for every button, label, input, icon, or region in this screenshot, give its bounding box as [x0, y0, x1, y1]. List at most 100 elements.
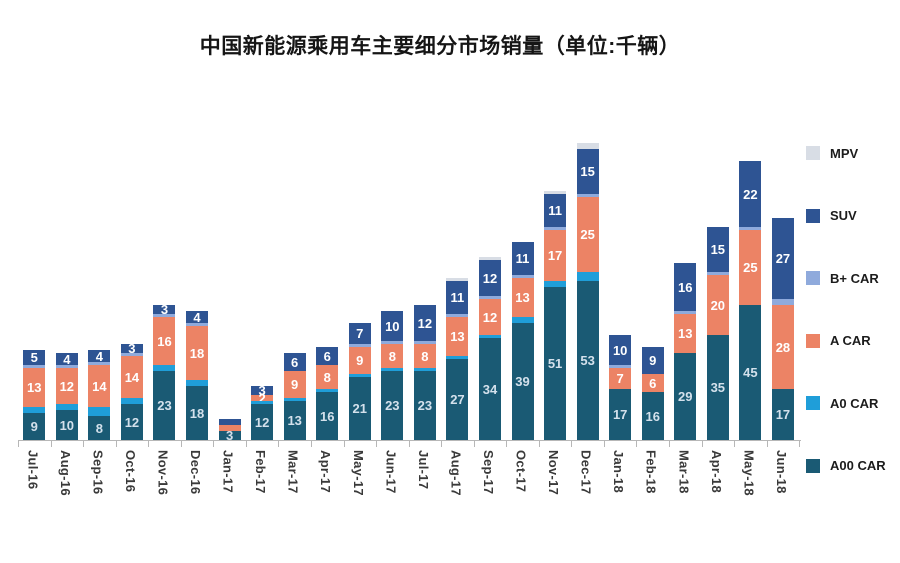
data-label: 7 — [616, 371, 624, 386]
x-axis-label: Oct-16 — [122, 450, 138, 493]
bar-segment-a-car: 9 — [283, 371, 306, 398]
bar-segment-a0-car — [55, 404, 78, 410]
legend-swatch-icon — [806, 333, 820, 348]
legend-swatch-icon — [806, 396, 820, 410]
legend-swatch-icon — [806, 146, 820, 160]
bar-segment-a-car: 13 — [511, 278, 534, 317]
data-label: 12 — [482, 309, 498, 325]
data-label: 13 — [515, 290, 530, 305]
x-axis-label: Nov-17 — [546, 450, 562, 496]
bar-segment-a-car: 8 — [413, 344, 436, 368]
bar-segment-suv: 4 — [186, 311, 209, 324]
bar-segment-suv: 3 — [153, 302, 176, 317]
data-label: 6 — [649, 375, 657, 391]
data-label: 12 — [124, 414, 140, 430]
x-axis-label: Mar-17 — [285, 450, 301, 494]
bar-segment-a0-car — [446, 356, 469, 359]
x-axis-label: May-18 — [741, 450, 757, 496]
bar-segment-a00-car: 35 — [706, 335, 729, 440]
data-label: 12 — [482, 270, 498, 286]
bar-segment-b-car — [706, 272, 729, 275]
bar-Jan-18: 17 7 10 — [609, 335, 632, 440]
data-label: 53 — [580, 353, 595, 368]
x-axis-label: Jan-18 — [611, 450, 627, 493]
x-axis-tick — [50, 440, 52, 447]
bar-segment-a-car: 20 — [706, 275, 729, 335]
data-label: 23 — [385, 398, 400, 413]
x-axis-tick — [148, 440, 150, 447]
data-label: 9 — [649, 353, 657, 368]
x-axis-tick — [441, 440, 443, 447]
data-label: 6 — [291, 354, 299, 370]
data-label: 13 — [678, 326, 693, 341]
legend-label: MPV — [830, 145, 859, 161]
x-axis-label: Aug-17 — [448, 450, 464, 496]
bar-segment-b-car — [609, 365, 632, 368]
bar-segment-b-car — [771, 299, 794, 305]
bar-segment-b-car — [413, 341, 436, 344]
bar-segment-a0-car — [316, 389, 339, 392]
bar-Nov-17: 51 17 11 — [544, 191, 567, 440]
x-axis-label: May-17 — [350, 450, 366, 496]
bar-segment-a00-car: 9 — [23, 413, 46, 440]
x-axis-label: Jun-17 — [383, 450, 399, 494]
bar-Feb-17: 12 2 3 — [251, 383, 274, 440]
bar-segment-b-car — [55, 365, 78, 368]
bar-segment-a00-car: 34 — [478, 338, 501, 440]
bar-segment-suv: 15 — [706, 227, 729, 272]
data-label: 25 — [743, 260, 758, 275]
x-axis-label: Jul-16 — [25, 450, 41, 490]
bar-Apr-18: 35 20 15 — [706, 227, 729, 440]
data-label: 21 — [352, 401, 367, 416]
bar-Oct-16: 12 14 3 — [120, 342, 143, 440]
bar-segment-suv: 3 — [120, 342, 143, 355]
bar-Aug-16: 10 12 4 — [55, 353, 78, 440]
legend-label: B+ CAR — [830, 270, 879, 286]
bar-segment-a00-car: 16 — [641, 392, 664, 440]
x-axis-tick — [766, 440, 768, 447]
x-axis-label: Jul-17 — [415, 450, 431, 490]
bar-segment-b-car — [120, 353, 143, 356]
data-label: 3 — [258, 383, 266, 398]
x-axis-tick — [799, 440, 801, 447]
bar-segment-a00-car: 23 — [381, 371, 404, 440]
x-axis-tick — [701, 440, 703, 447]
data-label: 3 — [160, 302, 169, 317]
bar-segment-suv: 10 — [609, 335, 632, 365]
data-label: 10 — [59, 417, 75, 433]
data-label: 8 — [421, 348, 429, 364]
bar-segment-a0-car — [576, 272, 599, 281]
bar-segment-a00-car: 27 — [446, 359, 469, 440]
bar-segment-a00-car: 12 — [251, 404, 274, 440]
bar-segment-a00-car: 13 — [283, 401, 306, 440]
bar-Feb-18: 16 6 9 — [641, 347, 664, 440]
bar-segment-a00-car: 12 — [120, 404, 143, 440]
x-axis-tick — [571, 440, 573, 447]
bar-Mar-17: 13 9 6 — [283, 353, 306, 440]
bar-segment-a0-car — [23, 407, 46, 413]
bar-May-17: 21 9 7 — [348, 323, 371, 440]
bar-segment-suv: 11 — [511, 242, 534, 275]
legend-item-mpv: MPV — [806, 145, 859, 161]
bar-segment-a-car: 18 — [186, 326, 209, 380]
data-label: 11 — [548, 203, 562, 218]
bar-segment-a0-car — [120, 398, 143, 404]
data-label: 22 — [743, 186, 758, 202]
data-label: 45 — [743, 365, 758, 380]
bar-segment-b-car — [348, 344, 371, 347]
bar-segment-b-car — [478, 296, 501, 299]
data-label: 13 — [27, 380, 42, 395]
bar-segment-suv: 4 — [55, 353, 78, 366]
x-axis-label: Apr-18 — [708, 450, 724, 493]
bar-segment-suv: 9 — [641, 347, 664, 374]
bar-segment-a00-car: 39 — [511, 323, 534, 440]
x-axis-tick — [180, 440, 182, 447]
bar-segment-a-car: 14 — [120, 356, 143, 398]
bar-segment-a-car: 7 — [609, 368, 632, 389]
data-label: 20 — [710, 297, 726, 313]
data-label: 11 — [515, 251, 530, 266]
legend-item-a-car: A CAR — [806, 333, 871, 348]
data-label: 35 — [710, 380, 726, 395]
bar-Sep-16: 8 14 4 — [88, 350, 111, 440]
